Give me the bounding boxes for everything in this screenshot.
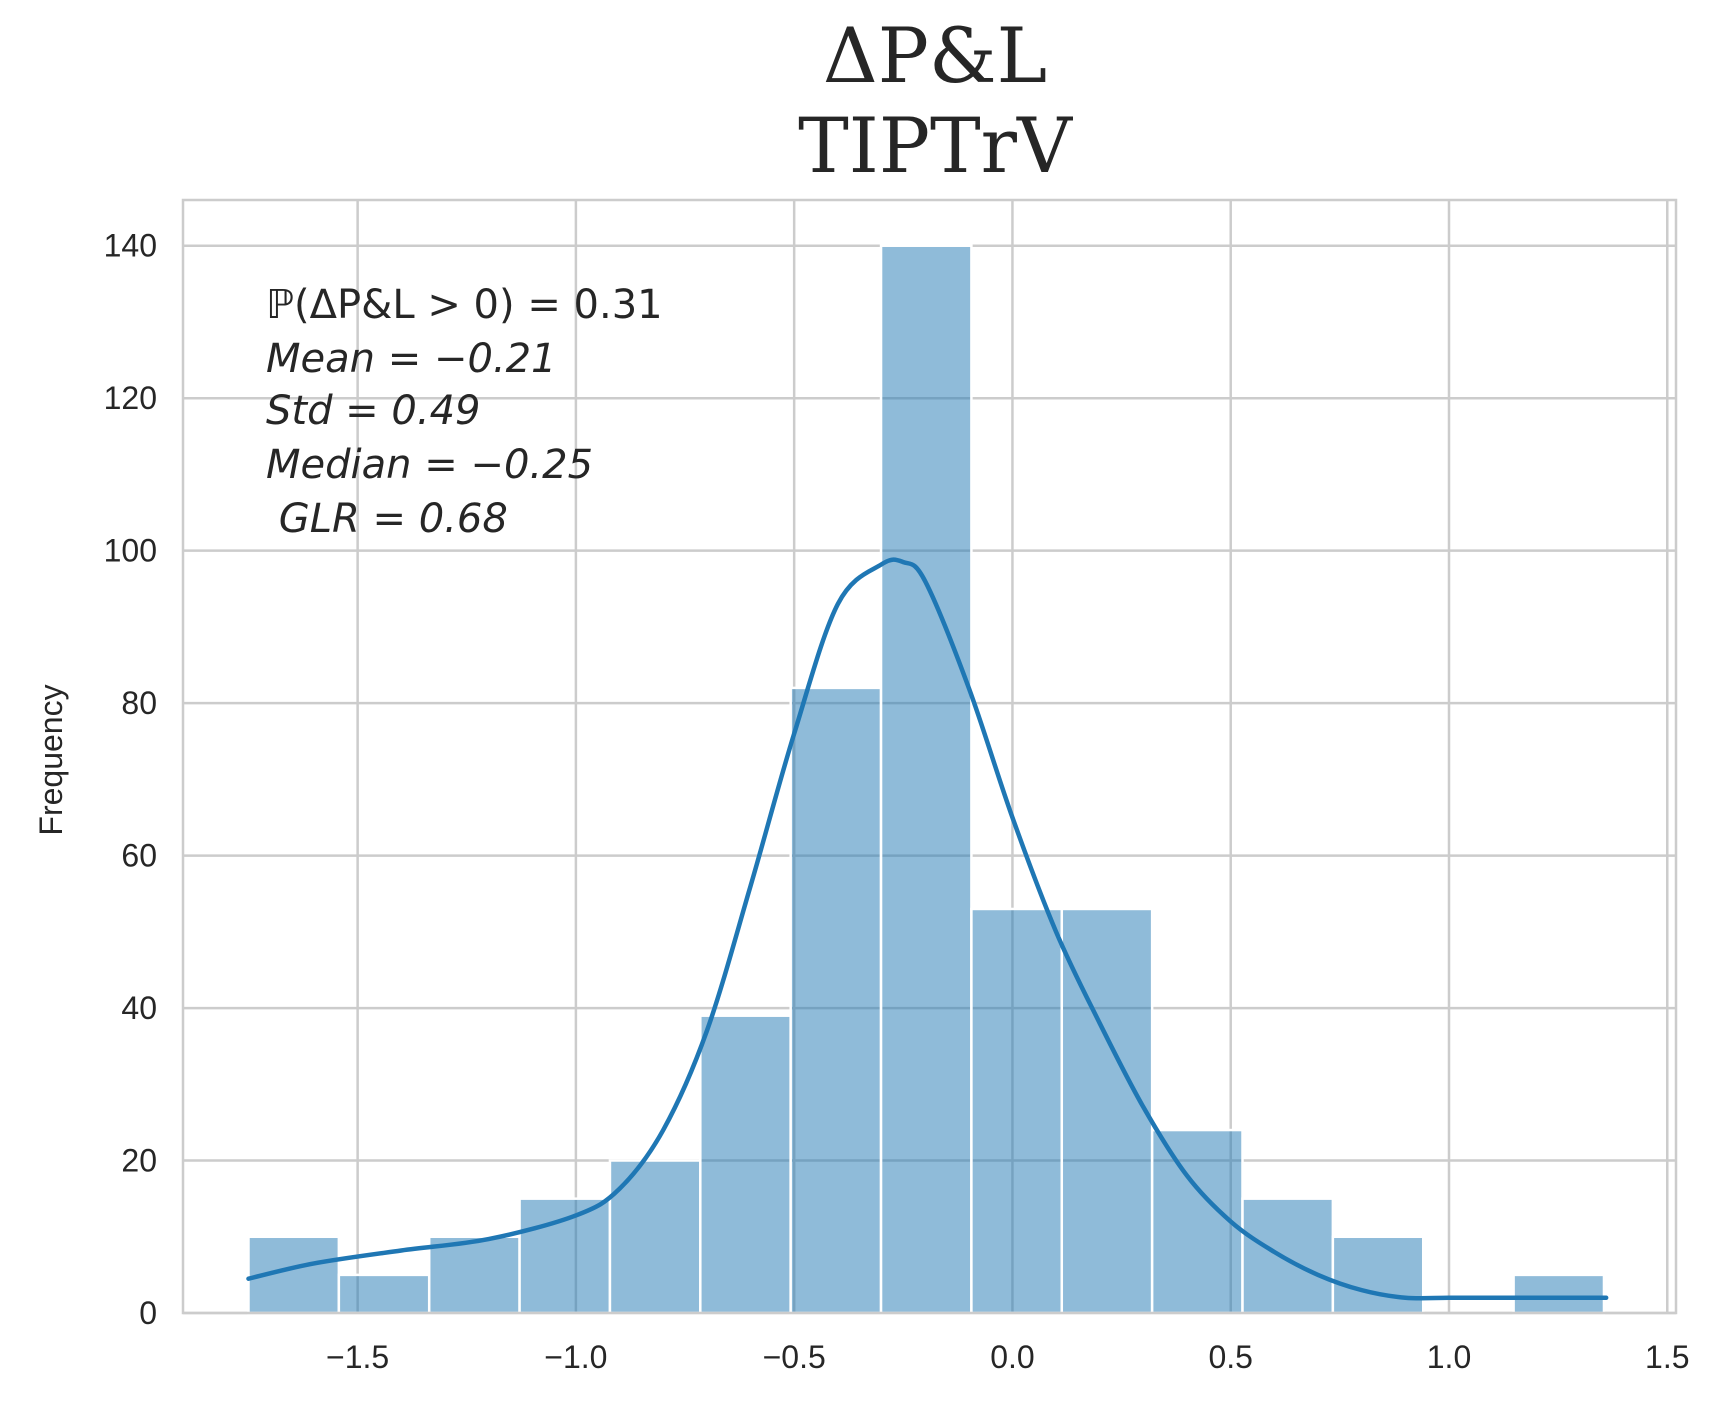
- histogram-bar: [518, 1197, 612, 1315]
- y-tick-label: 100: [104, 533, 157, 569]
- histogram-bar: [1241, 1197, 1335, 1315]
- histogram-bar: [1512, 1273, 1606, 1315]
- histogram-bar: [879, 244, 973, 1315]
- stat-mean: Mean = −0.21: [266, 336, 557, 382]
- kde-curve-group: [246, 557, 1609, 1301]
- chart-title-line1: ΔP&L: [823, 11, 1047, 100]
- x-tick-label: 1.0: [1427, 1339, 1471, 1375]
- x-tick-label: −1.5: [326, 1339, 389, 1375]
- y-tick-label: 60: [121, 838, 157, 874]
- stat-std: Std = 0.49: [266, 388, 480, 434]
- x-tick-label: 0.5: [1208, 1339, 1252, 1375]
- axes-frame: [181, 198, 1678, 1315]
- histogram-bar: [789, 686, 883, 1315]
- x-tick-label: −0.5: [763, 1339, 826, 1375]
- y-tick-label: 40: [121, 990, 157, 1026]
- y-tick-label: 140: [104, 228, 157, 264]
- stat-glr: GLR = 0.68: [266, 496, 508, 542]
- stat-median: Median = −0.25: [266, 442, 593, 488]
- chart-title-line2: TIPTrV: [798, 101, 1073, 190]
- histogram-bar: [427, 1235, 521, 1315]
- plot-border: [181, 198, 1678, 1315]
- y-tick-label: 0: [139, 1295, 157, 1331]
- x-tick-label: −1.0: [544, 1339, 607, 1375]
- y-tick-label: 20: [121, 1143, 157, 1179]
- histogram-bar: [970, 907, 1064, 1315]
- histogram-bar: [699, 1014, 792, 1315]
- y-tick-label: 120: [104, 380, 157, 416]
- x-tick-label: 0.0: [990, 1339, 1034, 1375]
- histogram-bars: [247, 244, 1606, 1315]
- y-axis-label: Frequency: [33, 684, 69, 835]
- histogram-bar: [1331, 1235, 1425, 1315]
- stats-annotation: ℙ(ΔP&L > 0) = 0.31 Mean = −0.21 Std = 0.…: [266, 282, 663, 542]
- x-tick-label: 1.5: [1645, 1339, 1689, 1375]
- stat-probability: ℙ(ΔP&L > 0) = 0.31: [266, 282, 663, 328]
- histogram-bar: [337, 1273, 431, 1315]
- kde-curve: [246, 557, 1609, 1301]
- x-tick-labels: −1.5 −1.0 −0.5 0.0 0.5 1.0 1.5: [326, 1339, 1689, 1375]
- y-tick-label: 80: [121, 685, 157, 721]
- y-tick-labels: 0 20 40 60 80 100 120 140: [104, 228, 157, 1331]
